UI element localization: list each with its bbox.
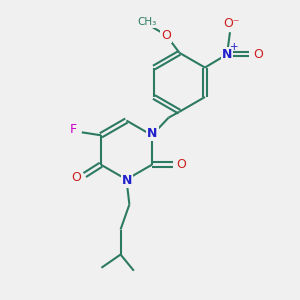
Text: O: O (72, 172, 81, 184)
Text: O: O (161, 29, 171, 42)
Text: N: N (147, 127, 158, 140)
Text: N: N (222, 48, 232, 61)
Text: CH₃: CH₃ (137, 17, 157, 27)
Text: +: + (230, 42, 239, 52)
Text: O⁻: O⁻ (223, 17, 240, 31)
Text: N: N (122, 174, 132, 188)
Text: O: O (253, 48, 263, 61)
Text: O: O (176, 158, 186, 171)
Text: F: F (70, 124, 77, 136)
